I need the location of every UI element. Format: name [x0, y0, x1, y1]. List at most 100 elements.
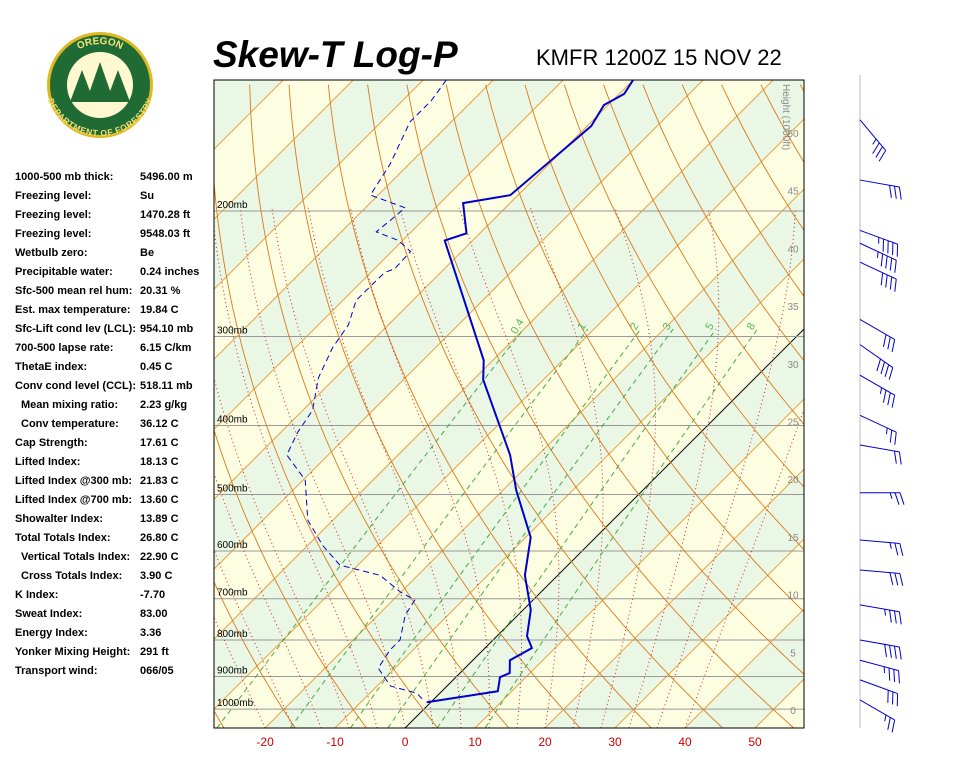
moist-adiabat — [307, 207, 462, 728]
isotherm-band — [615, 539, 804, 728]
logo-trees — [70, 62, 130, 102]
pressure-label: 400mb — [217, 414, 248, 425]
wind-barb-shape — [859, 639, 902, 660]
isotherm-band — [895, 80, 960, 728]
height-axis-label: Height (1000ft) — [780, 84, 791, 150]
stat-value: 5496.00 m — [140, 171, 193, 183]
stat-value: 83.00 — [140, 608, 168, 620]
isotherm-band — [214, 119, 804, 728]
stat-value: 3.90 C — [140, 570, 172, 582]
stat-value: Su — [140, 190, 154, 202]
stat-label: Lifted Index @700 mb: — [15, 494, 132, 506]
stat-label: Est. max temperature: — [15, 304, 131, 316]
stat-value: 518.11 mb — [140, 380, 193, 392]
height-tick-label: 35 — [787, 302, 799, 313]
x-tick-label: -20 — [256, 735, 274, 749]
isotherm — [214, 80, 354, 220]
wind-barb — [859, 179, 902, 200]
height-tick-label: 10 — [787, 591, 799, 602]
wind-barb-shape — [859, 444, 902, 465]
stat-label: K Index: — [15, 589, 58, 601]
dry-adiabat — [642, 84, 804, 362]
dry-adiabat — [799, 84, 804, 93]
mixing-ratio-label: 1 — [575, 321, 588, 332]
wind-barb — [859, 261, 897, 292]
stat-value: 18.13 C — [140, 456, 179, 468]
wind-barb-shape — [859, 414, 897, 445]
stat-value: 26.80 C — [140, 532, 179, 544]
wind-barb-shape — [859, 261, 897, 292]
pressure-label: 900mb — [217, 665, 248, 676]
dry-adiabat — [840, 85, 960, 728]
mixing-ratio-line — [289, 328, 589, 728]
stat-value: 19.84 C — [140, 304, 179, 316]
dry-adiabat — [445, 84, 804, 675]
stat-value: 17.61 C — [140, 437, 179, 449]
wind-barb — [859, 699, 896, 733]
wind-barb-shape — [859, 539, 904, 556]
isotherm — [544, 468, 804, 728]
isotherm — [334, 258, 804, 728]
wind-barb-shape — [859, 374, 896, 408]
mixing-ratio-label: 2 — [628, 321, 641, 332]
mixing-ratio-line — [484, 328, 758, 728]
dry-adiabat — [406, 84, 795, 728]
stat-label: Sweat Index: — [15, 608, 82, 620]
stat-value: 066/05 — [140, 665, 174, 677]
wind-barb — [859, 319, 896, 352]
pressure-label: 200mb — [217, 200, 248, 211]
dry-adiabat — [524, 84, 804, 551]
pressure-label: 1000mb — [217, 698, 254, 709]
height-tick-label: 20 — [787, 475, 799, 486]
wind-barb — [859, 229, 899, 257]
isotherm — [214, 80, 494, 360]
dry-adiabat — [214, 428, 367, 728]
pressure-label: 700mb — [217, 588, 248, 599]
stat-label: Lifted Index: — [15, 456, 80, 468]
title: Skew-T Log-P — [213, 34, 458, 75]
isotherm — [214, 80, 424, 290]
pressure-label: 300mb — [217, 325, 248, 336]
isotherm — [895, 80, 960, 728]
dry-adiabat — [918, 85, 960, 728]
stat-label: 700-500 lapse rate: — [15, 342, 113, 354]
x-tick-label: -10 — [326, 735, 344, 749]
wind-barb-shape — [859, 659, 900, 684]
pressure-label: 600mb — [217, 540, 248, 551]
stat-label: 1000-500 mb thick: — [15, 171, 113, 183]
wind-barb-shape — [859, 229, 899, 257]
x-tick-label: 40 — [678, 735, 692, 749]
stat-value: 0.45 C — [140, 361, 172, 373]
stat-value: 0.24 inches — [140, 266, 199, 278]
x-tick-label: 0 — [402, 735, 409, 749]
isotherm — [0, 80, 3, 728]
stat-value: Be — [140, 247, 154, 259]
stat-label: Cap Strength: — [15, 437, 88, 449]
dry-adiabat — [485, 84, 804, 613]
stat-label: Showalter Index: — [15, 513, 103, 525]
dry-adiabat — [249, 84, 510, 728]
x-tick-label: 50 — [748, 735, 762, 749]
wind-barb — [859, 119, 887, 162]
stat-label: Mean mixing ratio: — [21, 399, 118, 411]
height-tick-label: 50 — [787, 129, 799, 140]
wind-barb-shape — [859, 679, 899, 707]
wind-barb — [859, 604, 902, 625]
isotherm-band — [0, 80, 3, 728]
mixing-ratio-line — [387, 328, 674, 728]
moist-adiabat — [684, 407, 804, 728]
moist-adiabat — [529, 207, 604, 728]
plot-frame — [213, 79, 805, 729]
isotherm-band — [755, 679, 804, 728]
stat-label: Cross Totals Index: — [21, 570, 122, 582]
height-tick-label: 0 — [790, 706, 796, 717]
stat-label: ThetaE index: — [15, 361, 87, 373]
height-tick-label: 15 — [787, 533, 799, 544]
stat-value: 13.89 C — [140, 513, 179, 525]
logo-text-top: OREGON — [75, 36, 124, 52]
stat-label: Freezing level: — [15, 228, 91, 240]
wind-barb-shape — [859, 119, 887, 162]
isotherm — [404, 328, 804, 728]
temperature-profile — [426, 80, 634, 704]
